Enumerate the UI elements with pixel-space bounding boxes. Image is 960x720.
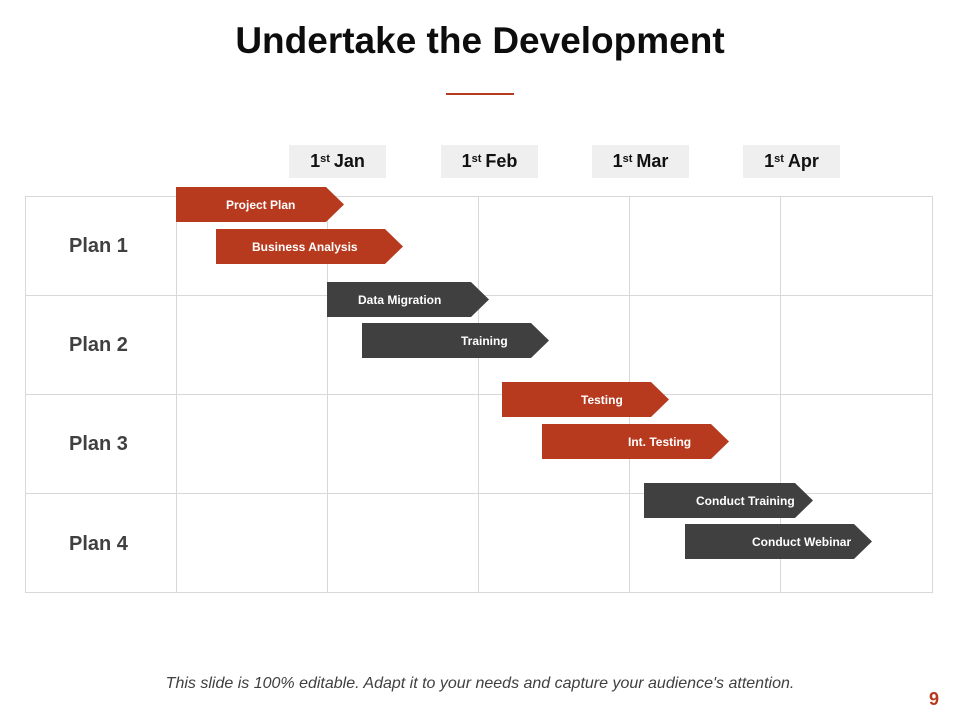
plan-label-4: Plan 4 <box>69 533 128 555</box>
month-suffix: st <box>622 152 633 165</box>
grid-row-line <box>25 493 933 494</box>
title-underline <box>446 93 514 95</box>
grid-row-line <box>25 394 933 395</box>
month-day: 1 <box>310 151 321 171</box>
plan-label-2: Plan 2 <box>69 334 128 356</box>
month-suffix: st <box>320 152 330 165</box>
task-bar-project-plan: Project Plan <box>176 187 344 222</box>
plan-label-3: Plan 3 <box>69 433 128 455</box>
month-day: 1 <box>764 151 775 171</box>
task-bar-conduct-training: Conduct Training <box>644 483 813 518</box>
footer-note: This slide is 100% editable. Adapt it to… <box>165 675 795 692</box>
task-label: Int. Testing <box>628 434 692 449</box>
task-label: Project Plan <box>226 197 296 212</box>
task-bar-training: Training <box>362 323 549 358</box>
task-label: Business Analysis <box>252 239 358 254</box>
page-number: 9 <box>928 689 939 709</box>
grid-row-line <box>25 592 933 593</box>
task-bar-conduct-webinar: Conduct Webinar <box>685 524 872 559</box>
task-label: Data Migration <box>358 292 442 307</box>
month-name: Feb <box>485 151 518 171</box>
task-label: Training <box>461 333 508 348</box>
month-name: Jan <box>333 151 365 171</box>
slide-title: Undertake the Development <box>235 20 725 61</box>
month-name: Apr <box>787 151 819 171</box>
month-day: 1 <box>461 151 472 171</box>
task-bar-testing: Testing <box>502 382 669 417</box>
plan-label-1: Plan 1 <box>69 235 128 257</box>
task-bar-int-testing: Int. Testing <box>542 424 729 459</box>
month-day: 1 <box>612 151 623 171</box>
task-label: Conduct Webinar <box>752 534 852 549</box>
task-label: Testing <box>581 392 623 407</box>
month-suffix: st <box>774 152 784 165</box>
month-suffix: st <box>471 152 482 165</box>
task-bar-data-migration: Data Migration <box>327 282 489 317</box>
month-name: Mar <box>636 151 669 171</box>
task-bar-business-analysis: Business Analysis <box>216 229 403 264</box>
task-label: Conduct Training <box>696 493 795 508</box>
